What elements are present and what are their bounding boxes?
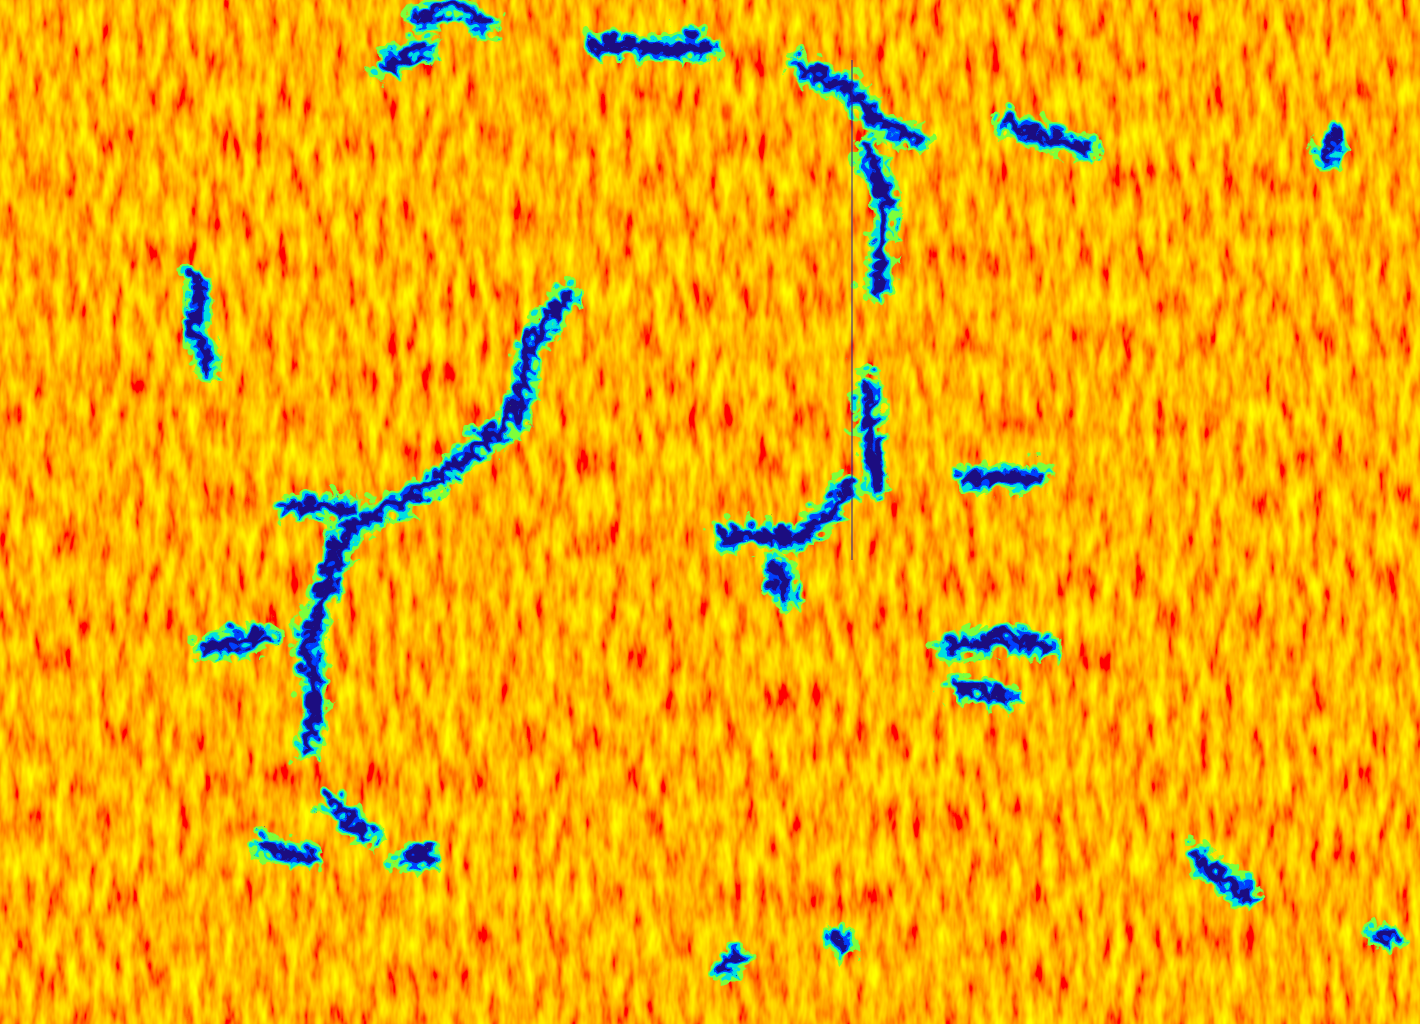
page: (() => { const data = JSON.parse(documen… <box>0 0 1420 1024</box>
heatmap <box>0 0 1420 1024</box>
